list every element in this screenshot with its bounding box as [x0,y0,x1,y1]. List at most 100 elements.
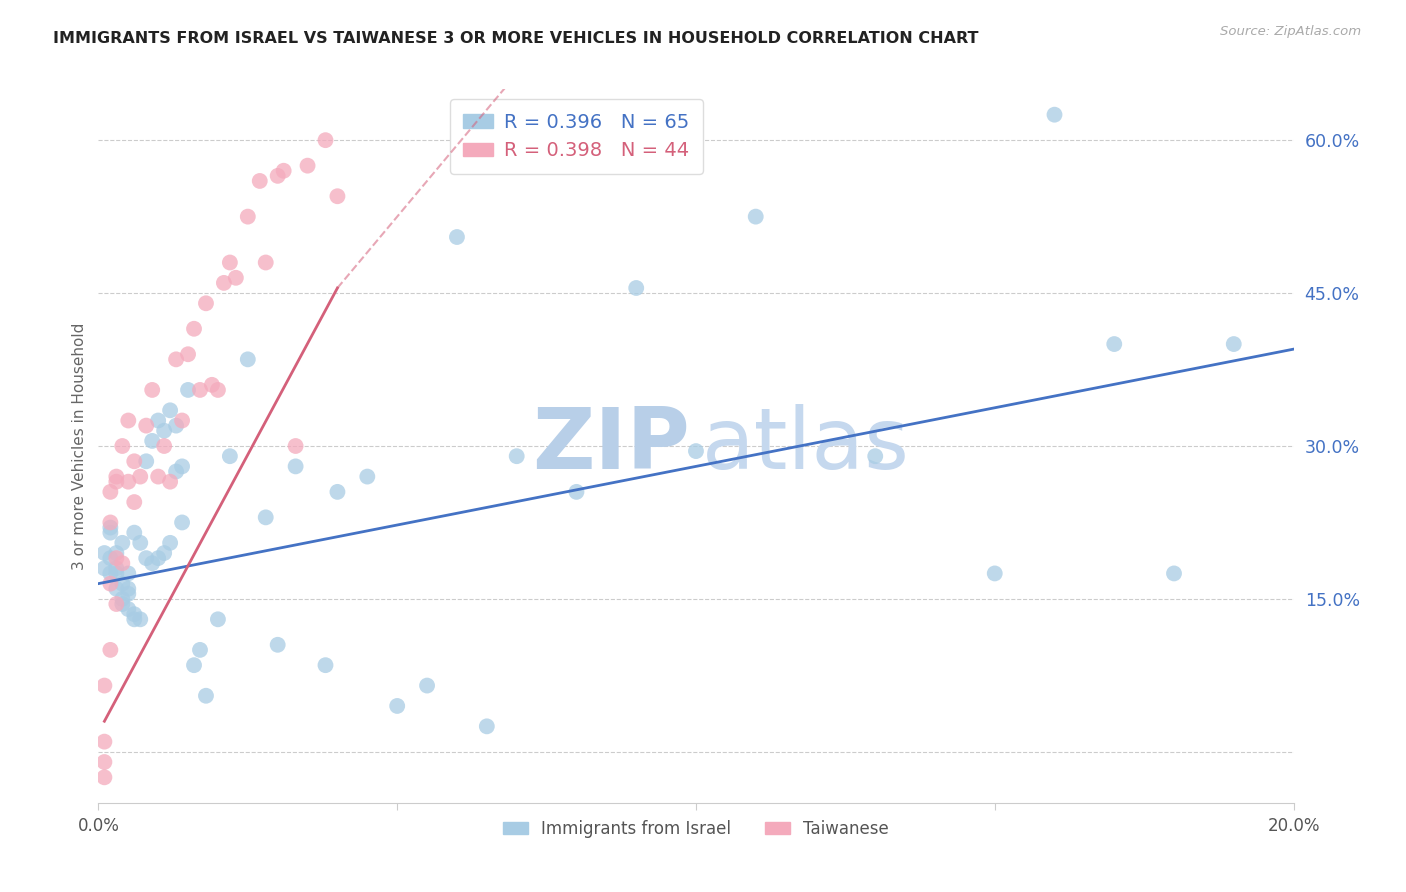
Point [117,602,139,616]
Point [124,525,146,540]
Point [98,576,122,591]
Point [105,582,128,596]
Point [105,469,128,483]
Text: ZIP: ZIP [533,404,690,488]
Point [1104,337,1126,351]
Text: IMMIGRANTS FROM ISRAEL VS TAIWANESE 3 OR MORE VEHICLES IN HOUSEHOLD CORRELATION : IMMIGRANTS FROM ISRAEL VS TAIWANESE 3 OR… [53,31,979,46]
Point [93,546,115,560]
Point [105,551,128,566]
Point [148,469,170,483]
Point [416,679,439,693]
Point [385,698,409,713]
Point [135,418,157,433]
Point [254,255,277,269]
Point [153,439,176,453]
Point [129,469,152,483]
Point [284,459,307,474]
Point [984,566,1007,581]
Point [105,475,128,489]
Point [165,465,187,479]
Point [135,551,157,566]
Point [315,133,337,147]
Point [326,189,349,203]
Point [153,424,176,438]
Legend: Immigrants from Israel, Taiwanese: Immigrants from Israel, Taiwanese [496,814,896,845]
Point [506,449,529,463]
Point [626,281,648,295]
Point [165,352,187,367]
Point [111,576,134,591]
Point [159,536,181,550]
Point [117,566,139,581]
Point [98,566,122,581]
Point [685,444,707,458]
Point [129,536,152,550]
Point [148,551,170,566]
Point [93,679,115,693]
Point [356,469,378,483]
Y-axis label: 3 or more Vehicles in Household: 3 or more Vehicles in Household [72,322,87,570]
Point [273,163,295,178]
Point [225,270,247,285]
Point [212,276,235,290]
Point [153,546,176,560]
Point [124,495,146,509]
Point [172,516,194,530]
Point [159,403,181,417]
Point [111,591,134,606]
Point [183,322,205,336]
Point [236,210,259,224]
Point [111,597,134,611]
Point [124,612,146,626]
Point [195,689,218,703]
Point [177,347,200,361]
Point [249,174,271,188]
Point [135,454,157,468]
Point [172,413,194,427]
Point [1163,566,1185,581]
Text: Source: ZipAtlas.com: Source: ZipAtlas.com [1220,25,1361,38]
Point [315,658,337,673]
Point [111,536,134,550]
Point [195,296,218,310]
Point [124,454,146,468]
Text: atlas: atlas [702,404,910,488]
Point [183,658,205,673]
Point [98,520,122,534]
Point [105,561,128,575]
Point [236,352,259,367]
Point [565,484,588,499]
Point [188,383,211,397]
Point [177,383,200,397]
Point [117,587,139,601]
Point [129,612,152,626]
Point [111,556,134,570]
Point [297,159,319,173]
Point [93,755,115,769]
Point [117,475,139,489]
Point [141,556,163,570]
Point [188,643,211,657]
Point [446,230,468,244]
Point [1223,337,1246,351]
Point [111,439,134,453]
Point [219,255,242,269]
Point [117,582,139,596]
Point [267,638,290,652]
Point [159,475,181,489]
Point [98,516,122,530]
Point [207,612,229,626]
Point [148,413,170,427]
Point [475,719,498,733]
Point [93,770,115,784]
Point [141,383,163,397]
Point [254,510,277,524]
Point [219,449,242,463]
Point [865,449,887,463]
Point [207,383,229,397]
Point [98,484,122,499]
Point [117,413,139,427]
Point [98,643,122,657]
Point [745,210,768,224]
Point [267,169,290,183]
